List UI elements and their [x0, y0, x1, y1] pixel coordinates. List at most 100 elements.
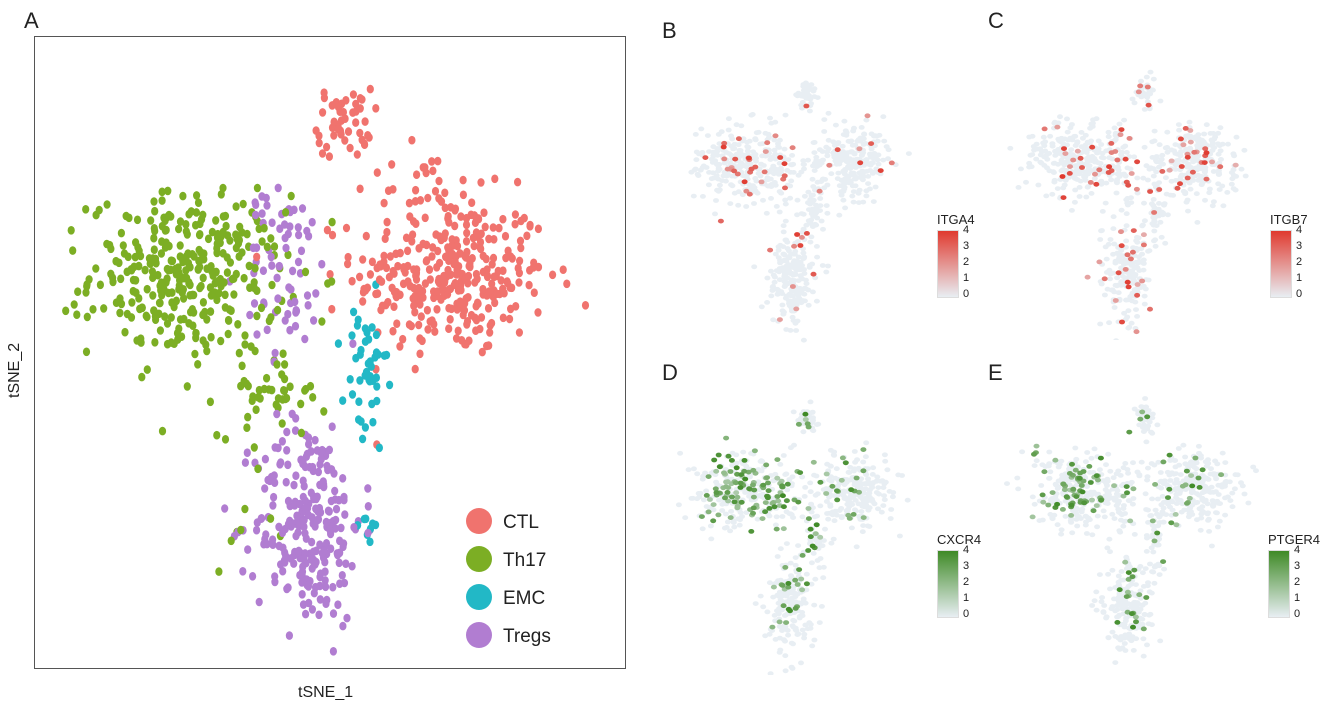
cxcr4-cell-point — [766, 506, 773, 511]
cxcr4-cell-point — [759, 516, 766, 521]
cxcr4-cell-point — [764, 495, 771, 501]
scatter-point-ctl — [477, 178, 485, 187]
itgb7-cell-point — [1209, 159, 1215, 165]
cxcr4-cell-point — [764, 609, 771, 615]
cxcr4-cell-point — [862, 454, 869, 460]
itgb7-cell-point — [1125, 182, 1132, 188]
scatter-point-ctl — [444, 214, 452, 223]
cxcr4-cell-point — [880, 485, 887, 490]
scatter-point-ctl — [361, 117, 369, 126]
itgb7-cell-point — [1110, 270, 1117, 276]
scatter-point-tregs — [312, 494, 320, 504]
itga4-cell-point — [808, 211, 815, 217]
ptger4-cell-point — [1172, 481, 1178, 486]
ptger4-cell-point — [1188, 459, 1195, 465]
ptger4-cell-point — [1208, 484, 1215, 490]
ptger4-cell-point — [1103, 462, 1109, 468]
scatter-point-th17 — [135, 246, 143, 256]
ptger4-cell-point — [1177, 472, 1184, 477]
itga4-cell-point — [776, 160, 783, 166]
itga4-cell-point — [861, 131, 868, 137]
itga4-cell-point — [789, 145, 796, 151]
scatter-point-tregs — [275, 262, 283, 271]
scatter-point-tregs — [319, 477, 327, 486]
itga4-cell-point — [734, 171, 741, 177]
scatter-point-th17 — [109, 273, 117, 283]
scatter-point-tregs — [246, 310, 254, 320]
ptger4-cell-point — [1104, 545, 1111, 551]
scatter-point-th17 — [251, 264, 259, 273]
scatter-point-th17 — [135, 261, 143, 271]
cxcr4-cell-point — [760, 482, 767, 488]
scatter-point-ctl — [417, 312, 425, 321]
scatter-point-ctl — [315, 138, 323, 148]
ptger4-cell-point — [1128, 638, 1135, 644]
cxcr4-cell-point — [869, 481, 876, 487]
itgb7-cell-point — [1134, 234, 1140, 240]
itga4-cell-point — [816, 147, 823, 153]
scatter-point-ctl — [334, 124, 342, 134]
ptger4-cell-point — [1144, 474, 1151, 479]
scatter-point-ctl — [476, 237, 485, 247]
cxcr4-cell-point — [763, 462, 770, 468]
itgb7-cell-point — [1131, 100, 1138, 106]
itga4-cell-point — [782, 237, 789, 243]
cxcr4-cell-point — [748, 529, 755, 534]
itgb7-cell-point — [1138, 259, 1145, 265]
scatter-point-th17 — [260, 384, 268, 394]
ptger4-cell-point — [1105, 496, 1112, 501]
scatter-point-ctl — [390, 269, 398, 278]
scatter-point-ctl — [396, 248, 404, 258]
cxcr4-cell-point — [802, 417, 809, 422]
scatter-point-tregs — [299, 562, 307, 572]
cxcr4-cell-point — [767, 671, 774, 675]
cxcr4-cell-point — [782, 638, 788, 644]
scatter-point-tregs — [284, 460, 292, 470]
cxcr4-cell-point — [729, 450, 736, 456]
ptger4-cell-point — [1222, 512, 1229, 518]
itgb7-cell-point — [1108, 150, 1115, 155]
scatter-point-th17 — [143, 365, 151, 374]
scatter-point-ctl — [431, 327, 439, 336]
cxcr4-cell-point — [702, 470, 709, 476]
itga4-cell-point — [706, 149, 713, 154]
itga4-cell-point — [813, 222, 820, 228]
itga4-cell-point — [780, 223, 787, 229]
ptger4-cell-point — [1206, 529, 1213, 534]
cxcr4-cell-point — [723, 525, 730, 530]
itga4-feature-plot — [688, 80, 912, 343]
scatter-point-th17 — [149, 291, 157, 300]
scatter-point-tregs — [308, 564, 316, 573]
itga4-cell-point — [766, 135, 772, 140]
cxcr4-cell-point — [788, 603, 794, 608]
scatter-point-th17 — [253, 183, 261, 193]
itgb7-cell-point — [1184, 175, 1191, 181]
scatter-point-ctl — [563, 279, 571, 289]
itgb7-cell-point — [1113, 179, 1120, 185]
scatter-point-ctl — [472, 228, 480, 237]
scatter-point-ctl — [559, 265, 567, 274]
itgb7-cell-point — [1157, 98, 1164, 104]
itgb7-cell-point — [1084, 159, 1091, 164]
cxcr4-cell-point — [705, 474, 712, 479]
itga4-colorbar-tick: 0 — [963, 288, 970, 300]
itga4-cell-point — [705, 182, 712, 188]
cxcr4-cell-point — [889, 494, 896, 500]
scatter-point-th17 — [228, 274, 237, 284]
itga4-cell-point — [813, 210, 820, 215]
itga4-cell-point — [868, 131, 875, 137]
scatter-point-tregs — [239, 567, 247, 576]
scatter-point-th17 — [241, 331, 249, 340]
itga4-cell-point — [772, 251, 779, 257]
scatter-point-ctl — [470, 241, 478, 251]
scatter-point-emc — [372, 520, 380, 530]
scatter-point-th17 — [70, 300, 78, 309]
cxcr4-cell-point — [863, 440, 870, 446]
itgb7-cell-point — [1177, 151, 1183, 157]
itga4-cell-point — [848, 138, 855, 144]
scatter-point-tregs — [271, 478, 279, 488]
itgb7-cell-point — [1241, 147, 1248, 153]
scatter-point-tregs — [320, 546, 328, 555]
scatter-point-th17 — [137, 338, 145, 347]
itgb7-cell-point — [1078, 144, 1085, 150]
